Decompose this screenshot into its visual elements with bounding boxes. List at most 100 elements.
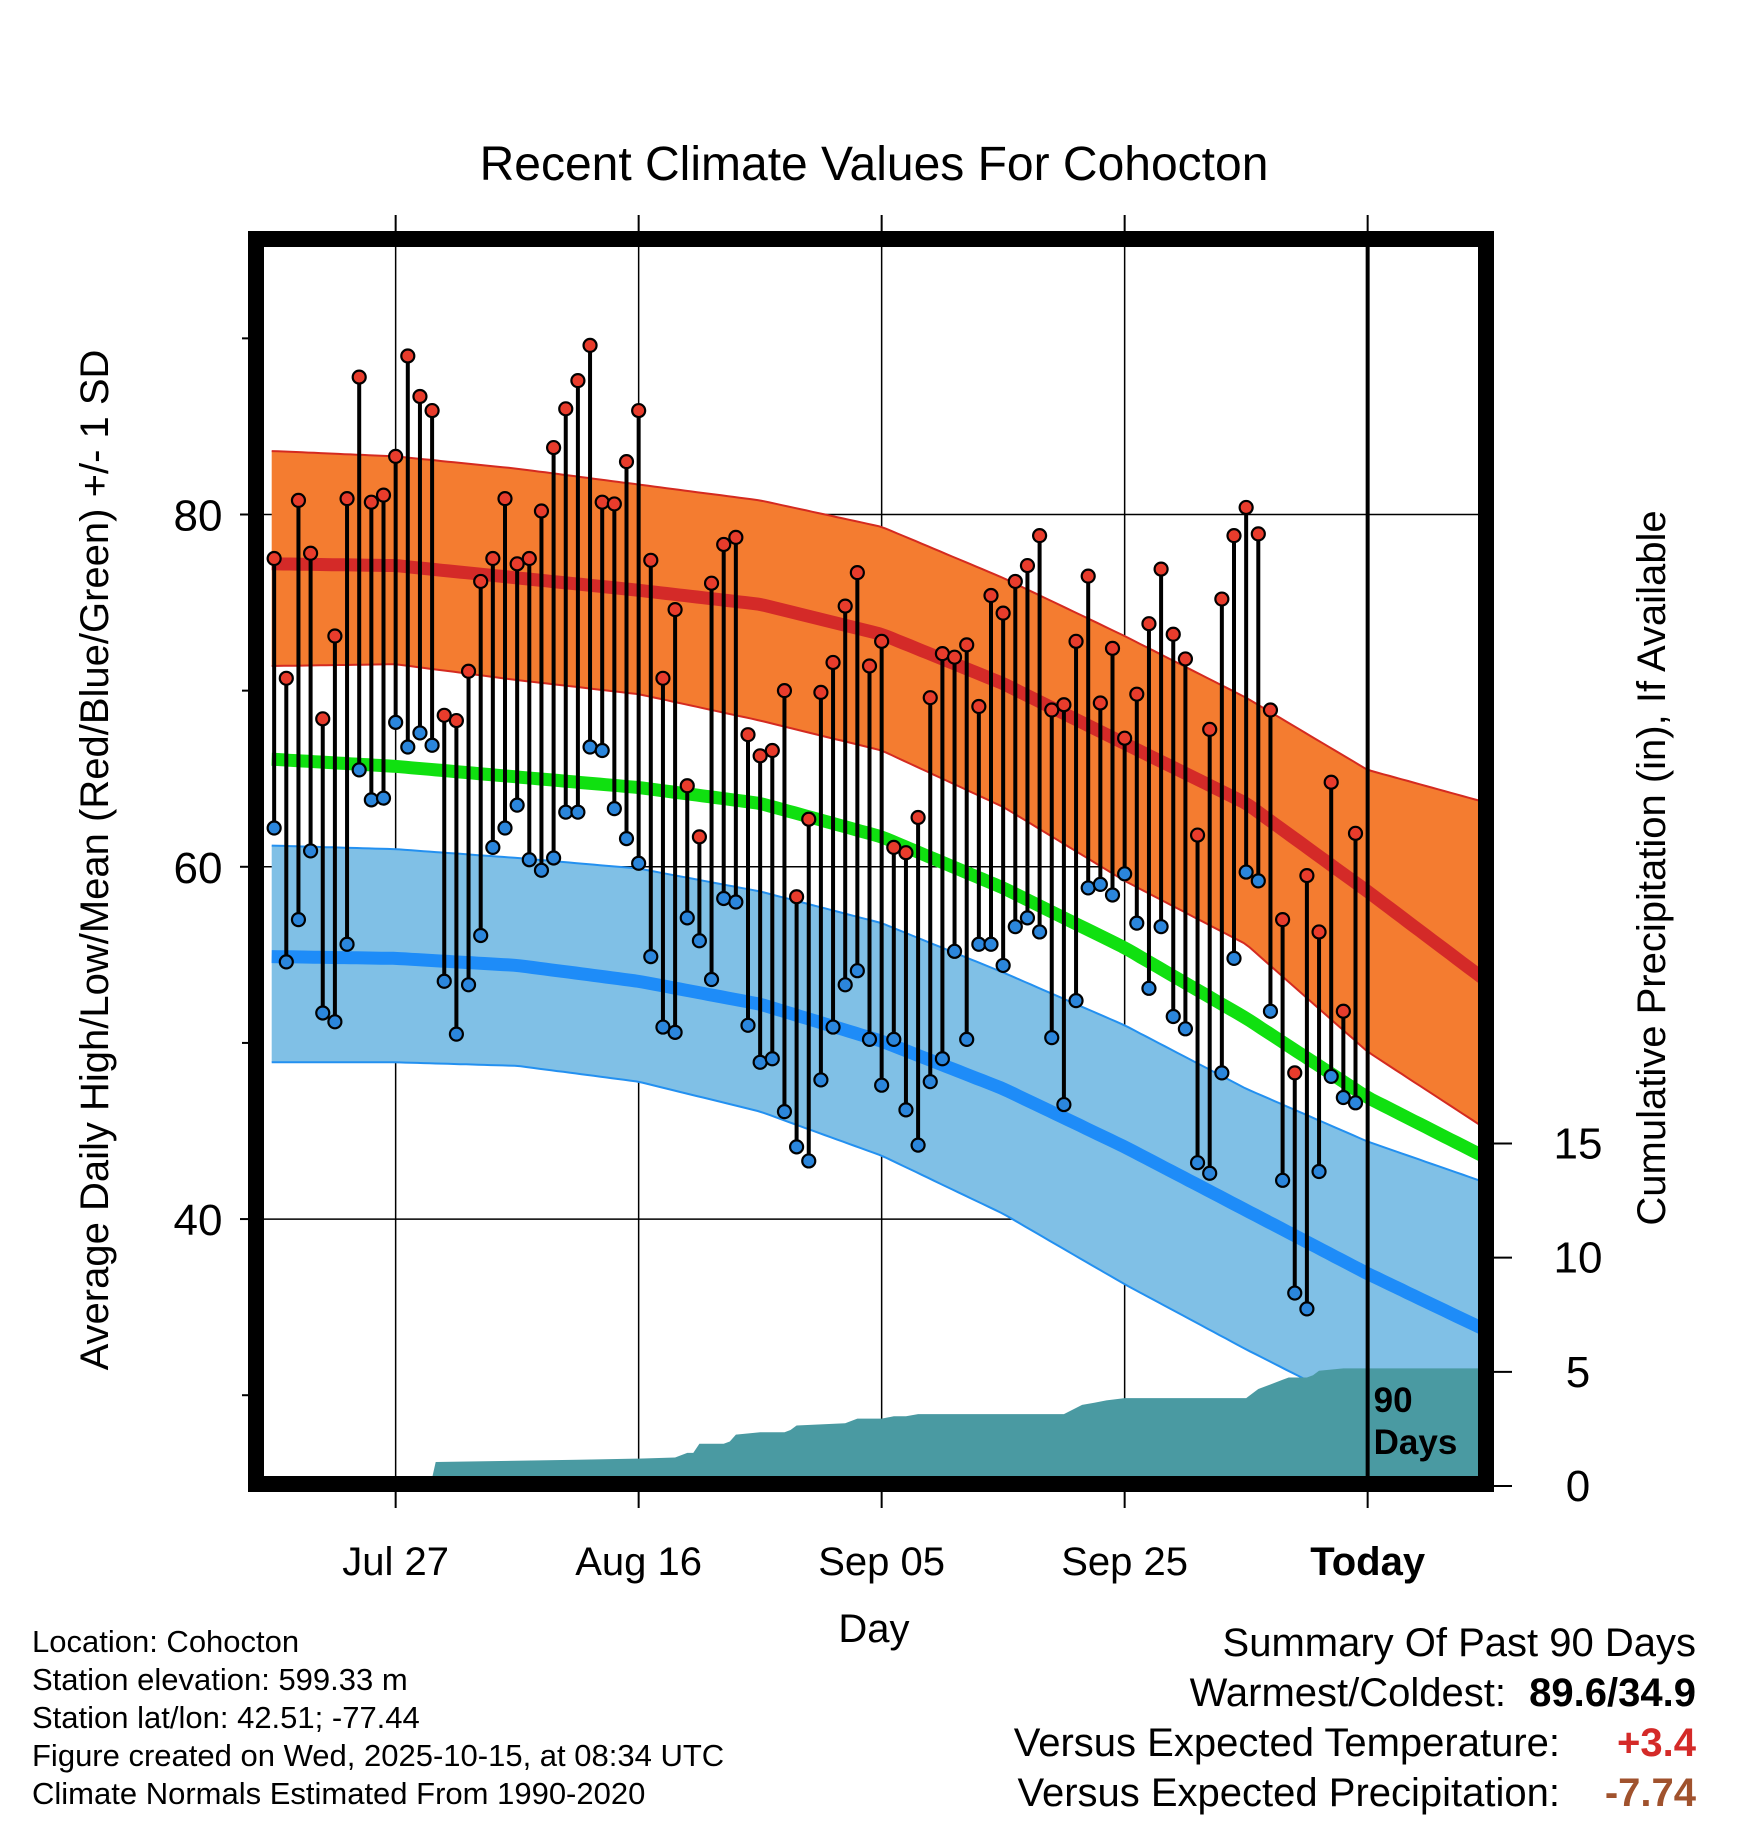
daily-high-point xyxy=(655,670,671,686)
summary-panel: Summary Of Past 90 Days Warmest/Coldest:… xyxy=(1014,1618,1696,1818)
daily-low-point xyxy=(315,1005,331,1021)
daily-low-point xyxy=(1141,980,1157,996)
daily-high-point xyxy=(1335,1003,1351,1019)
precip-area xyxy=(432,1368,1480,1478)
daily-low-point xyxy=(788,1139,805,1155)
daily-high-point xyxy=(1274,912,1291,928)
daily-high-point xyxy=(1299,867,1315,884)
daily-high-point xyxy=(1104,640,1121,656)
plot-content: 90 Days xyxy=(262,245,1480,1478)
location-text: Location: Cohocton xyxy=(32,1624,300,1659)
precip-tick-label: 10 xyxy=(1554,1234,1603,1283)
daily-high-point xyxy=(363,494,379,510)
chart-title: Recent Climate Values For Cohocton xyxy=(480,138,1269,191)
daily-high-point xyxy=(606,496,622,512)
daily-high-point xyxy=(716,536,732,553)
daily-high-point xyxy=(327,628,343,644)
daily-low-point xyxy=(631,855,647,871)
daily-high-point xyxy=(946,649,963,665)
daily-low-point xyxy=(460,977,477,993)
daily-low-point xyxy=(339,936,355,952)
x-tick-label: Jul 27 xyxy=(342,1540,449,1584)
daily-low-point xyxy=(1153,919,1169,935)
daily-low-point xyxy=(533,862,550,878)
daily-high-point xyxy=(667,602,683,618)
daily-high-point xyxy=(1080,568,1096,584)
days-label-line: 90 xyxy=(1374,1381,1413,1420)
daily-high-point xyxy=(278,670,294,686)
daily-low-point xyxy=(266,820,282,836)
daily-high-point xyxy=(1019,557,1036,574)
latlon-text: Station lat/lon: 42.51; -77.44 xyxy=(32,1700,420,1735)
daily-high-point xyxy=(776,683,793,699)
daily-high-point xyxy=(1311,924,1327,940)
daily-high-point xyxy=(594,494,610,510)
precip-tick-label: 15 xyxy=(1554,1120,1603,1169)
daily-low-point xyxy=(1226,950,1242,966)
daily-low-point xyxy=(388,714,404,730)
temp-departure-value: +3.4 xyxy=(1617,1721,1696,1765)
daily-high-point xyxy=(509,556,525,572)
daily-low-point xyxy=(1299,1301,1315,1317)
daily-high-point xyxy=(1202,721,1218,737)
daily-high-point xyxy=(971,698,987,715)
daily-low-point xyxy=(655,1019,671,1035)
daily-low-point xyxy=(1117,866,1133,882)
daily-high-point xyxy=(1007,573,1023,590)
daily-low-point xyxy=(886,1031,902,1048)
daily-low-point xyxy=(861,1031,878,1048)
daily-low-point xyxy=(643,949,659,965)
daily-low-point xyxy=(351,762,367,778)
daily-low-point xyxy=(1092,876,1108,892)
daily-low-point xyxy=(874,1077,890,1093)
days-label-line: Days xyxy=(1374,1423,1458,1462)
station-info: Location: Cohocton Station elevation: 59… xyxy=(32,1623,724,1813)
x-tick-label: Aug 16 xyxy=(575,1540,702,1584)
daily-low-point xyxy=(1202,1165,1218,1181)
daily-low-point xyxy=(1165,1008,1181,1025)
daily-high-point xyxy=(424,402,440,419)
daily-high-point xyxy=(813,684,829,701)
daily-low-point xyxy=(1044,1030,1060,1046)
daily-high-point xyxy=(1044,702,1060,718)
daily-high-point xyxy=(1347,825,1364,841)
daily-low-point xyxy=(837,977,853,993)
daily-high-point xyxy=(679,778,695,794)
daily-low-point xyxy=(363,792,379,808)
daily-high-point xyxy=(837,598,853,614)
daily-low-point xyxy=(934,1051,951,1067)
warmest-coldest-row: Warmest/Coldest: 89.6/34.9 xyxy=(1014,1668,1696,1718)
created-text: Figure created on Wed, 2025-10-15, at 08… xyxy=(32,1738,725,1773)
y-axis-label-right: Cumulative Precipitation (in), If Availa… xyxy=(1630,510,1674,1225)
daily-high-point xyxy=(497,491,513,507)
y-tick-label: 60 xyxy=(174,844,223,893)
daily-low-point xyxy=(703,971,720,988)
daily-low-point xyxy=(825,1019,841,1035)
normals-text: Climate Normals Estimated From 1990-2020 xyxy=(32,1776,646,1811)
daily-high-point xyxy=(266,550,282,567)
daily-low-point xyxy=(1311,1163,1327,1180)
daily-low-point xyxy=(716,890,732,907)
warmest-coldest-value: 89.6/34.9 xyxy=(1529,1671,1696,1715)
daily-high-point xyxy=(485,550,501,567)
daily-high-point xyxy=(618,454,635,470)
daily-high-point xyxy=(703,575,720,591)
daily-low-point xyxy=(679,910,695,926)
x-tick-label: Sep 05 xyxy=(818,1540,945,1584)
daily-high-point xyxy=(339,491,355,507)
daily-low-point xyxy=(375,790,392,806)
daily-high-point xyxy=(643,552,659,568)
daily-high-point xyxy=(1238,499,1254,516)
daily-low-point xyxy=(691,933,708,949)
daily-high-point xyxy=(849,565,865,581)
daily-high-point xyxy=(545,439,562,456)
daily-low-point xyxy=(801,1153,817,1169)
daily-high-point xyxy=(436,707,452,723)
low-sd-band xyxy=(271,845,1480,1431)
daily-high-point xyxy=(752,748,768,764)
daily-low-point xyxy=(667,1024,683,1040)
daily-high-point xyxy=(1189,827,1206,843)
daily-low-point xyxy=(1214,1065,1230,1081)
daily-high-point xyxy=(1165,626,1181,642)
daily-low-point xyxy=(946,943,963,959)
